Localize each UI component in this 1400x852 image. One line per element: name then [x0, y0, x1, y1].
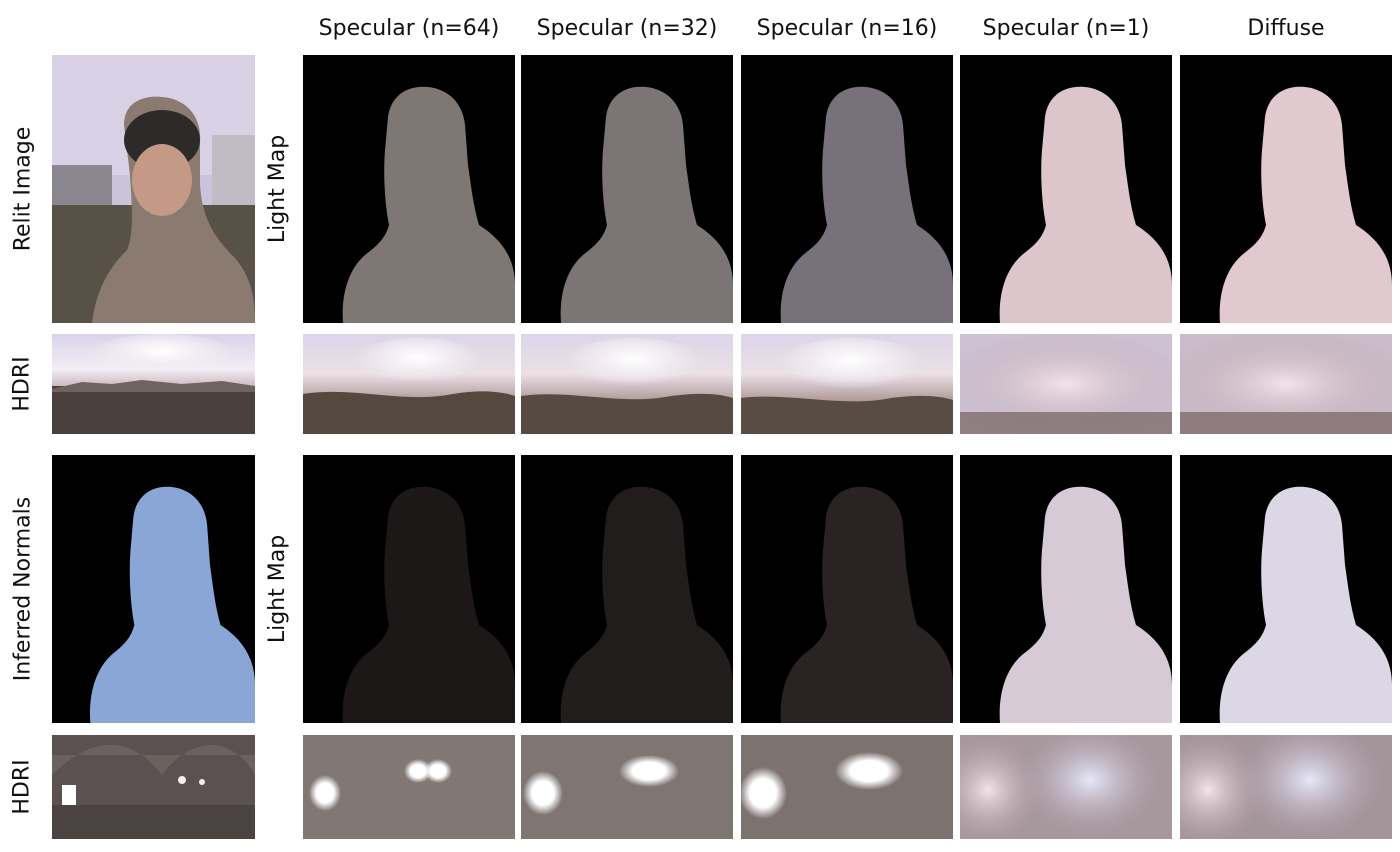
- hdri-bottom-original: [52, 735, 255, 839]
- light-map-bottom-specular-1: [960, 455, 1172, 723]
- column-header-specular-32: Specular (n=32): [521, 14, 733, 44]
- row-label-hdri-top: HDRI: [4, 334, 42, 434]
- column-header-specular-1: Specular (n=1): [960, 14, 1172, 44]
- column-header-diffuse: Diffuse: [1180, 14, 1392, 44]
- light-map-bottom-diffuse: [1180, 455, 1392, 723]
- row-label-relit-image: Relit Image: [4, 55, 42, 323]
- row-label-hdri-bottom: HDRI: [4, 735, 42, 839]
- light-map-top-specular-64: [303, 55, 515, 323]
- hdri-bottom-specular-16: [741, 735, 953, 839]
- hdri-top-specular-1: [960, 334, 1172, 434]
- column-header-specular-16: Specular (n=16): [741, 14, 953, 44]
- hdri-top-specular-64: [303, 334, 515, 434]
- row-label-inferred-normals: Inferred Normals: [4, 455, 42, 723]
- hdri-top-specular-16: [741, 334, 953, 434]
- light-map-bottom-specular-16: [741, 455, 953, 723]
- light-map-bottom-specular-32: [521, 455, 733, 723]
- hdri-top-original: [52, 334, 255, 434]
- row-label-light-map-bottom: Light Map: [258, 455, 298, 723]
- light-map-bottom-specular-64: [303, 455, 515, 723]
- light-map-top-specular-16: [741, 55, 953, 323]
- column-header-specular-64: Specular (n=64): [303, 14, 515, 44]
- row-label-light-map-top: Light Map: [258, 55, 298, 323]
- hdri-bottom-specular-32: [521, 735, 733, 839]
- hdri-top-specular-32: [521, 334, 733, 434]
- hdri-bottom-diffuse: [1180, 735, 1392, 839]
- relit-image-photo: [52, 55, 255, 323]
- hdri-top-diffuse: [1180, 334, 1392, 434]
- inferred-normals-image: [52, 455, 255, 723]
- light-map-top-diffuse: [1180, 55, 1392, 323]
- hdri-bottom-specular-64: [303, 735, 515, 839]
- light-map-top-specular-1: [960, 55, 1172, 323]
- hdri-bottom-specular-1: [960, 735, 1172, 839]
- light-map-top-specular-32: [521, 55, 733, 323]
